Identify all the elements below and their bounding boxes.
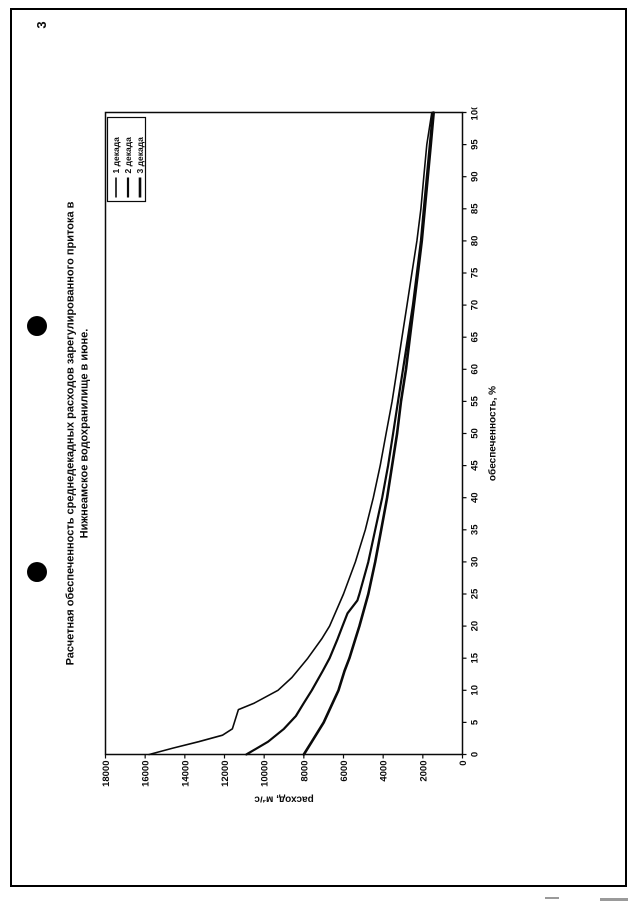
x-axis-label: обеспеченность, % (487, 386, 499, 481)
y-tick-label: 14000 (180, 761, 191, 787)
x-tick-label: 35 (470, 524, 481, 535)
x-tick-label: 90 (470, 171, 481, 182)
x-tick-label: 65 (470, 331, 481, 342)
x-tick-label: 85 (470, 203, 481, 214)
y-axis-label: расход, м³/с (254, 794, 314, 803)
legend-label: 2 декада (123, 137, 133, 174)
x-tick-label: 50 (470, 428, 481, 439)
x-tick-label: 25 (470, 588, 481, 599)
x-tick-label: 55 (470, 395, 481, 406)
x-tick-label: 95 (470, 139, 481, 150)
chart-svg: Расчетная обеспеченность среднедекадных … (65, 105, 499, 805)
x-tick-label: 70 (470, 300, 481, 311)
y-tick-label: 4000 (379, 761, 390, 782)
series-line (245, 111, 434, 756)
chart-title-line: Нижнеамское водохранилище в июне. (79, 329, 91, 539)
plot-border (104, 111, 464, 756)
legend-box (106, 116, 147, 203)
x-tick-label: 20 (470, 621, 481, 632)
hole-punch-mark (27, 562, 47, 582)
x-tick-label: 10 (470, 685, 481, 696)
y-tick-label: 6000 (339, 761, 350, 782)
page-number: 3 (34, 21, 49, 29)
x-tick-label: 30 (470, 557, 481, 568)
x-tick-label: 40 (470, 492, 481, 503)
x-tick-label: 100 (470, 108, 481, 121)
x-tick-label: 60 (470, 364, 481, 375)
x-tick-label: 75 (470, 267, 481, 278)
legend-label: 3 декада (135, 137, 145, 174)
chart-title-line: Расчетная обеспеченность среднедекадных … (65, 201, 77, 665)
series-line (148, 111, 433, 756)
scan-artifact (600, 898, 628, 901)
x-tick-label: 80 (470, 236, 481, 247)
y-tick-label: 2000 (418, 761, 429, 782)
y-tick-label: 16000 (141, 761, 152, 787)
scan-artifact (545, 897, 559, 899)
y-tick-label: 10000 (260, 761, 271, 787)
chart-rotated-container: Расчетная обеспеченность среднедекадных … (61, 105, 501, 805)
y-tick-label: 8000 (299, 761, 310, 782)
scan-border (10, 8, 627, 887)
y-tick-label: 0 (458, 761, 469, 766)
hole-punch-mark (27, 316, 47, 336)
x-tick-label: 5 (470, 719, 481, 725)
y-tick-label: 18000 (101, 761, 112, 787)
x-tick-label: 0 (470, 752, 481, 757)
series-line (302, 111, 436, 756)
y-tick-label: 12000 (220, 761, 231, 787)
x-tick-label: 45 (470, 460, 481, 471)
legend-label: 1 декада (111, 137, 121, 174)
x-tick-label: 15 (470, 652, 481, 663)
